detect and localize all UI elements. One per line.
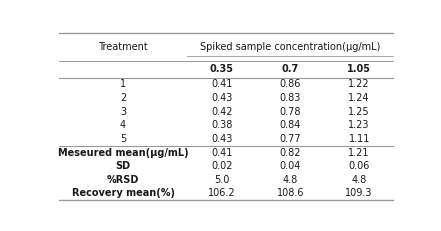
Text: 1: 1 [120, 79, 126, 89]
Text: 109.3: 109.3 [345, 188, 373, 198]
Text: Meseured mean(μg/mL): Meseured mean(μg/mL) [58, 148, 188, 158]
Text: 0.7: 0.7 [282, 64, 299, 74]
Text: 0.83: 0.83 [280, 93, 301, 103]
Text: 106.2: 106.2 [208, 188, 235, 198]
Text: 0.41: 0.41 [211, 79, 232, 89]
Text: 0.04: 0.04 [280, 161, 301, 171]
Text: Recovery mean(%): Recovery mean(%) [71, 188, 175, 198]
Text: 0.02: 0.02 [211, 161, 232, 171]
Text: %RSD: %RSD [107, 175, 139, 185]
Text: 0.84: 0.84 [280, 120, 301, 130]
Text: 0.78: 0.78 [280, 107, 301, 117]
Text: Spiked sample concentration(μg/mL): Spiked sample concentration(μg/mL) [200, 42, 381, 52]
Text: 1.21: 1.21 [348, 148, 370, 158]
Text: 108.6: 108.6 [277, 188, 304, 198]
Text: 5: 5 [120, 134, 126, 144]
Text: 4: 4 [120, 120, 126, 130]
Text: 0.06: 0.06 [348, 161, 370, 171]
Text: 1.25: 1.25 [348, 107, 370, 117]
Text: 0.35: 0.35 [210, 64, 234, 74]
Text: 0.43: 0.43 [211, 93, 232, 103]
Text: Treatment: Treatment [98, 42, 148, 52]
Text: 0.38: 0.38 [211, 120, 232, 130]
Text: 2: 2 [120, 93, 126, 103]
Text: 1.11: 1.11 [348, 134, 370, 144]
Text: 0.77: 0.77 [280, 134, 301, 144]
Text: 1.05: 1.05 [347, 64, 371, 74]
Text: 4.8: 4.8 [283, 175, 298, 185]
Text: 4.8: 4.8 [351, 175, 367, 185]
Text: SD: SD [116, 161, 131, 171]
Text: 0.82: 0.82 [280, 148, 301, 158]
Text: 0.42: 0.42 [211, 107, 232, 117]
Text: 1.24: 1.24 [348, 93, 370, 103]
Text: 0.86: 0.86 [280, 79, 301, 89]
Text: 0.41: 0.41 [211, 148, 232, 158]
Text: 1.23: 1.23 [348, 120, 370, 130]
Text: 0.43: 0.43 [211, 134, 232, 144]
Text: 1.22: 1.22 [348, 79, 370, 89]
Text: 5.0: 5.0 [214, 175, 229, 185]
Text: 3: 3 [120, 107, 126, 117]
